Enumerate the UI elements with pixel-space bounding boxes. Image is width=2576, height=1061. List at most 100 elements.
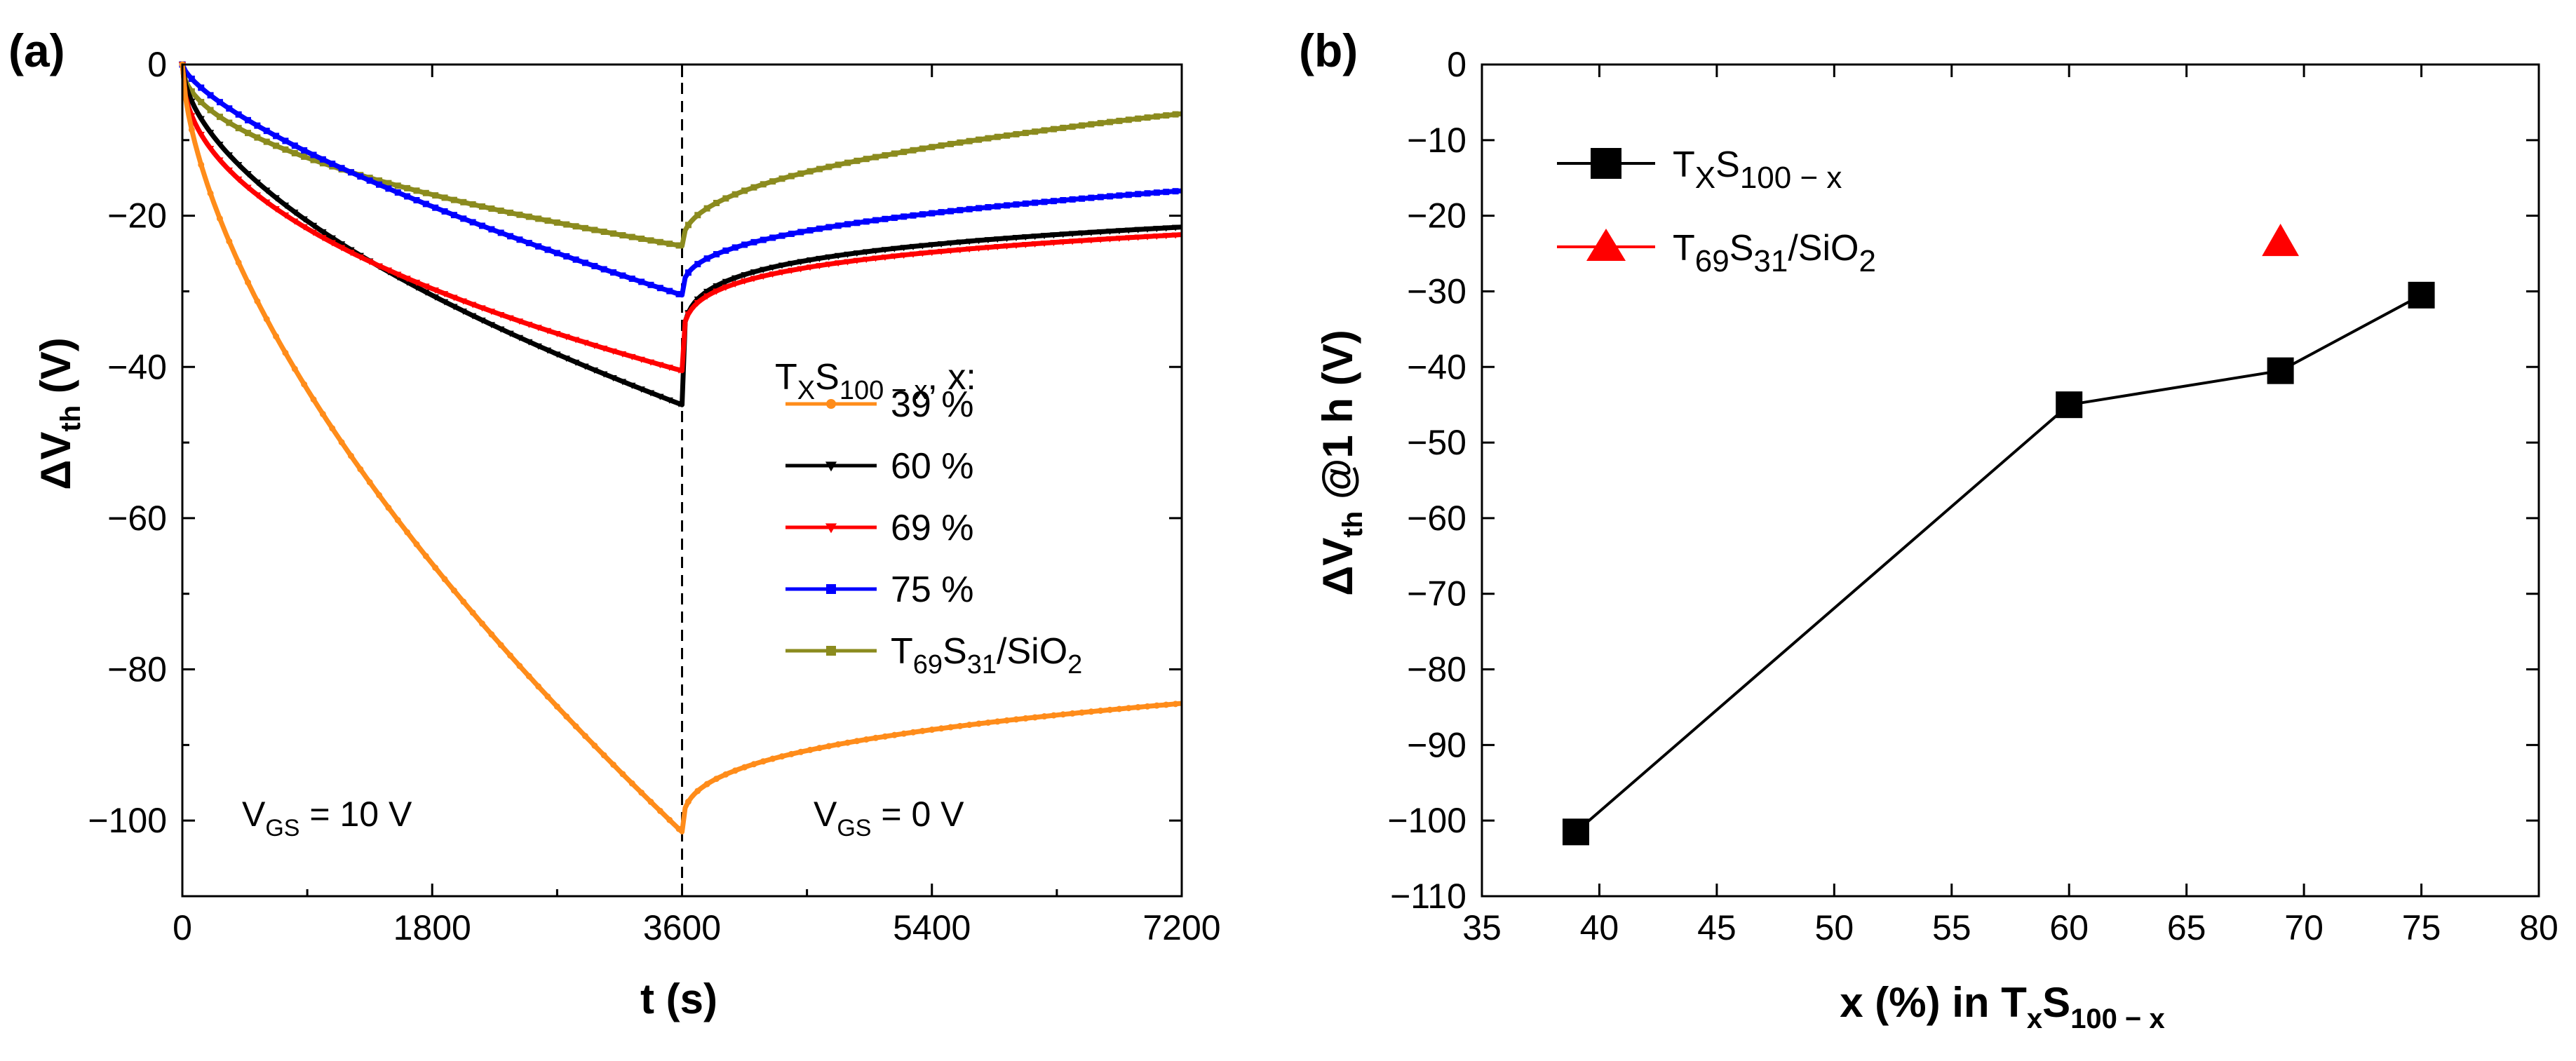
panel-a-point <box>216 142 224 149</box>
panel-a-point <box>722 195 729 202</box>
panel-a-point <box>1135 704 1142 711</box>
panel-a-point <box>929 727 936 734</box>
panel-a-point <box>1107 119 1114 126</box>
panel-a-point <box>1079 122 1085 129</box>
panel-a-point <box>825 163 832 170</box>
panel-a-legend-label-75: 75 % <box>891 569 974 610</box>
panel-a-axes <box>181 63 1183 898</box>
panel-a-point <box>647 390 655 397</box>
panel-a-point <box>216 99 223 106</box>
panel-a-point <box>525 673 532 680</box>
panel-b-x-tick-label: 45 <box>1697 908 1737 947</box>
panel-a-series-t69s31-sio2-markers <box>179 61 1179 249</box>
panel-a-point <box>750 276 758 283</box>
panel-a-point <box>516 663 523 670</box>
panel-a-point <box>581 339 589 346</box>
panel-b-x-axis-label: x (%) in TxS100 − x <box>1840 979 2165 1034</box>
panel-a-point <box>760 181 767 188</box>
panel-a-point <box>731 275 739 282</box>
panel-a-point <box>703 780 710 788</box>
panel-a-point <box>994 203 1001 210</box>
panel-a-point <box>488 205 495 212</box>
panel-a-point <box>713 776 720 783</box>
panel-a-point <box>600 371 608 378</box>
panel-a-point <box>1172 188 1179 195</box>
panel-a-point <box>581 259 588 266</box>
panel-a-point <box>459 298 467 305</box>
panel-a-point <box>572 223 579 230</box>
panel-a-point <box>516 236 523 243</box>
panel-a-y-tick-label: 0 <box>147 45 167 84</box>
panel-a-point <box>1078 230 1086 237</box>
panel-b-x-tick-label: 70 <box>2284 908 2324 947</box>
panel-a-point <box>1041 713 1048 720</box>
panel-a-point <box>1134 227 1142 234</box>
panel-a-point <box>853 257 861 264</box>
panel-a-point <box>628 780 635 787</box>
panel-b-series-txs100-x-line <box>1574 294 2422 833</box>
panel-a-point <box>1004 202 1011 209</box>
panel-a-point <box>310 151 317 158</box>
panel-a-point <box>300 216 308 223</box>
panel-a-point <box>834 260 842 267</box>
panel-a-point <box>254 122 261 129</box>
panel-a-point <box>535 243 542 250</box>
panel-a-point <box>854 738 861 745</box>
panel-a-point <box>479 203 485 210</box>
panel-a-point <box>806 264 814 271</box>
panel-a-legend-marker <box>825 461 837 472</box>
panel-a-point <box>619 771 626 778</box>
panel-a-point <box>638 235 645 242</box>
panel-a-point <box>647 281 654 288</box>
panel-a-point <box>188 75 195 82</box>
panel-a-point <box>891 245 898 252</box>
panel-a-point <box>1163 112 1170 119</box>
panel-a-point <box>600 752 607 759</box>
panel-a-point <box>947 724 954 731</box>
panel-a-point <box>347 169 354 176</box>
panel-a-point <box>337 245 346 252</box>
panel-a-point <box>263 199 271 206</box>
panel-a-point <box>741 278 748 285</box>
panel-a-point <box>769 264 776 271</box>
panel-a-point <box>301 381 308 388</box>
panel-a-point <box>273 333 280 340</box>
panel-a-point <box>329 425 336 432</box>
panel-a-annotation-recovery: VGS = 0 V <box>814 795 964 842</box>
panel-a-point <box>263 187 271 194</box>
panel-a-point <box>731 767 739 774</box>
panel-a-point <box>628 382 636 389</box>
panel-a-point <box>947 140 954 147</box>
panel-a-point <box>450 212 457 219</box>
panel-a-point <box>422 283 430 290</box>
panel-a-point <box>656 285 663 292</box>
panel-a-point <box>263 138 270 145</box>
panel-a-point <box>1068 238 1077 245</box>
panel-a-point <box>825 224 832 231</box>
panel-a-point <box>207 92 214 99</box>
panel-a-point <box>994 236 1002 243</box>
panel-a-point <box>1022 200 1029 207</box>
panel-a-x-tick-label: 7200 <box>1142 908 1220 947</box>
panel-a-point <box>253 192 262 199</box>
panel-a-point <box>666 397 673 404</box>
panel-a-point <box>1041 127 1048 134</box>
panel-a-point <box>928 250 936 257</box>
panel-a-point <box>1097 229 1105 236</box>
panel-a-point <box>1144 190 1151 197</box>
panel-a-point <box>581 363 589 370</box>
panel-b-frame <box>1481 63 2540 898</box>
panel-a-point <box>891 150 898 157</box>
panel-a-point <box>1116 192 1123 199</box>
panel-a-point <box>300 224 308 231</box>
panel-a-point <box>675 367 683 374</box>
panel-a-point <box>245 279 252 286</box>
panel-a-point <box>572 359 580 366</box>
panel-a-point <box>703 205 710 212</box>
panel-a-point <box>741 187 748 194</box>
panel-a-point <box>516 211 523 218</box>
panel-a-point <box>291 218 299 225</box>
panel-a-point <box>769 178 776 185</box>
panel-a-point <box>976 720 983 727</box>
panel-a-point <box>1153 189 1160 196</box>
